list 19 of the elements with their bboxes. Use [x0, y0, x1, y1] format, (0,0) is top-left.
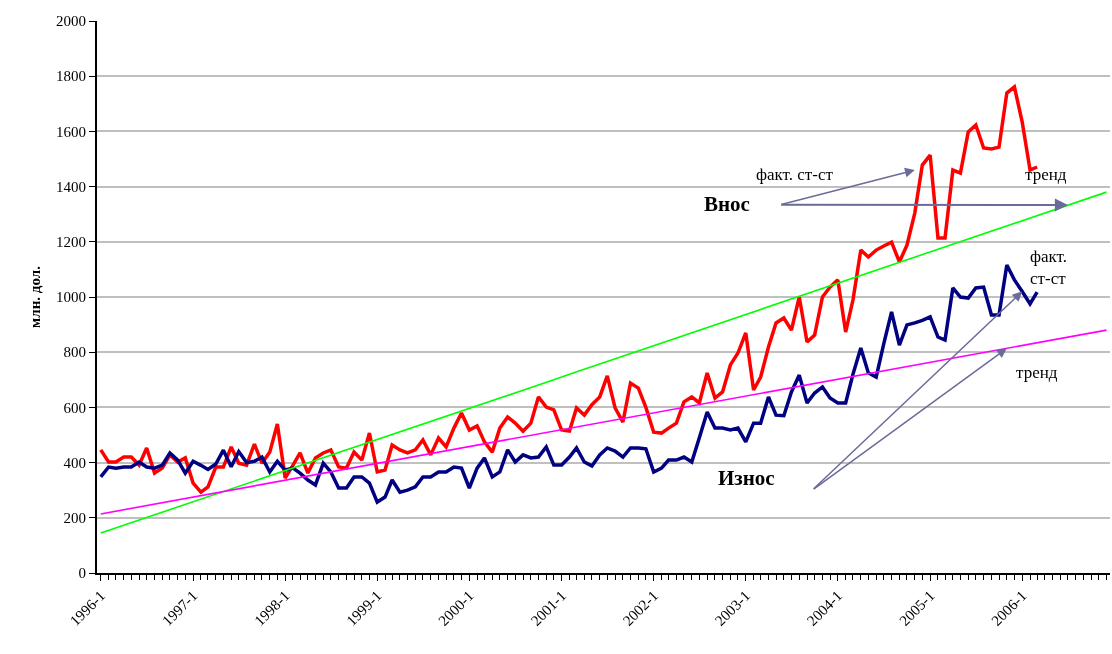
y-tick-label: 2000: [56, 13, 86, 30]
y-tick-label: 1000: [56, 289, 86, 306]
annotation: тренд: [1025, 165, 1067, 184]
annotation: Внос: [704, 192, 750, 216]
annotation: факт. ст-ст: [756, 165, 834, 184]
y-tick-label: 0: [78, 565, 86, 582]
y-tick-label: 200: [63, 510, 86, 527]
y-tick-label: 1200: [56, 234, 86, 251]
y-tick-label: 400: [63, 454, 86, 471]
annotation: Износ: [718, 466, 775, 490]
y-tick-label: 1400: [56, 178, 86, 195]
y-tick-label: 1800: [56, 68, 86, 85]
y-tick-label: 800: [63, 344, 86, 361]
y-axis-title: млн. дол.: [26, 265, 43, 328]
annotation: факт. ст-ст: [1030, 247, 1067, 289]
y-tick-label: 600: [63, 399, 86, 416]
annotation: тренд: [1016, 363, 1058, 382]
line-series: [99, 191, 1108, 534]
y-tick-label: 1600: [56, 123, 86, 140]
